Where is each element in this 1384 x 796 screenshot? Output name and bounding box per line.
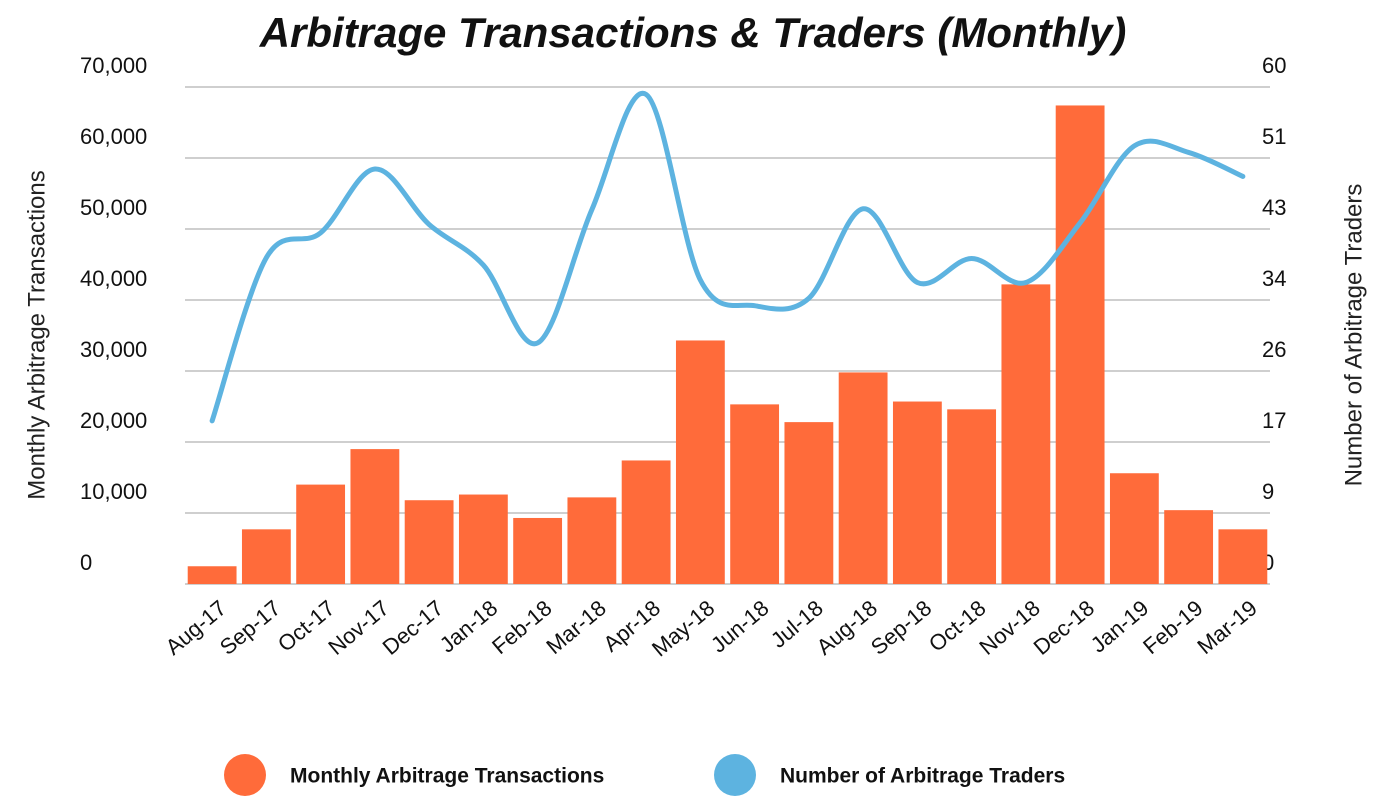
y-axis-title: Monthly Arbitrage Transactions xyxy=(23,170,50,500)
y-tick-label: 20,000 xyxy=(80,408,147,433)
x-tick-label: Mar-19 xyxy=(1192,595,1261,659)
y-tick-label: 40,000 xyxy=(80,266,147,291)
x-tick-label: Jan-18 xyxy=(435,595,503,657)
line xyxy=(209,90,1246,424)
bar xyxy=(458,494,508,584)
x-tick-label: Mar-18 xyxy=(541,595,610,659)
bar xyxy=(187,566,237,584)
bar xyxy=(296,484,346,584)
bar xyxy=(730,404,780,584)
legend-swatch xyxy=(224,754,266,796)
bar xyxy=(1055,105,1105,585)
x-tick-label: Jun-18 xyxy=(706,595,774,657)
bar xyxy=(1109,473,1159,584)
bar xyxy=(892,401,942,584)
bar xyxy=(675,340,725,584)
y-tick-label: 30,000 xyxy=(80,337,147,362)
legend-swatch xyxy=(714,754,756,796)
y2-tick-label: 9 xyxy=(1262,479,1274,504)
y2-tick-label: 43 xyxy=(1262,195,1286,220)
bar xyxy=(784,422,834,584)
bar xyxy=(241,529,291,584)
x-tick-label: Nov-17 xyxy=(323,595,393,660)
y2-tick-label: 34 xyxy=(1262,266,1286,291)
x-tick-label: Jan-19 xyxy=(1086,595,1154,657)
x-tick-label: Sep-17 xyxy=(215,595,285,660)
y2-axis-title: Number of Arbitrage Traders xyxy=(1340,184,1367,487)
bar xyxy=(404,500,454,584)
y2-tick-label: 17 xyxy=(1262,408,1286,433)
y-tick-label: 60,000 xyxy=(80,124,147,149)
y2-tick-label: 26 xyxy=(1262,337,1286,362)
bar xyxy=(838,372,888,584)
bar xyxy=(1001,284,1051,584)
x-tick-label: Dec-17 xyxy=(378,595,448,660)
bar xyxy=(1218,529,1268,584)
y2-tick-label: 51 xyxy=(1262,124,1286,149)
y2-tick-label: 60 xyxy=(1262,53,1286,78)
bar xyxy=(1164,510,1214,584)
x-tick-label: Nov-18 xyxy=(974,595,1044,660)
bar xyxy=(513,517,563,584)
chart-title: Arbitrage Transactions & Traders (Monthl… xyxy=(259,9,1127,56)
x-tick-label: Aug-17 xyxy=(161,595,231,660)
bar xyxy=(567,497,617,584)
legend-label: Monthly Arbitrage Transactions xyxy=(290,765,604,788)
x-tick-label: Aug-18 xyxy=(812,595,882,660)
y-tick-label: 10,000 xyxy=(80,479,147,504)
x-tick-label: May-18 xyxy=(647,595,719,661)
bar xyxy=(621,460,671,584)
x-tick-label: Feb-18 xyxy=(487,595,556,659)
x-tick-label: Sep-18 xyxy=(866,595,936,660)
y-tick-label: 70,000 xyxy=(80,53,147,78)
y-tick-label: 0 xyxy=(80,550,92,575)
y-tick-label: 50,000 xyxy=(80,195,147,220)
bar xyxy=(350,449,400,584)
x-tick-label: Feb-19 xyxy=(1138,595,1207,659)
bar xyxy=(947,409,997,584)
legend-label: Number of Arbitrage Traders xyxy=(780,765,1065,788)
x-tick-label: Dec-18 xyxy=(1029,595,1099,660)
